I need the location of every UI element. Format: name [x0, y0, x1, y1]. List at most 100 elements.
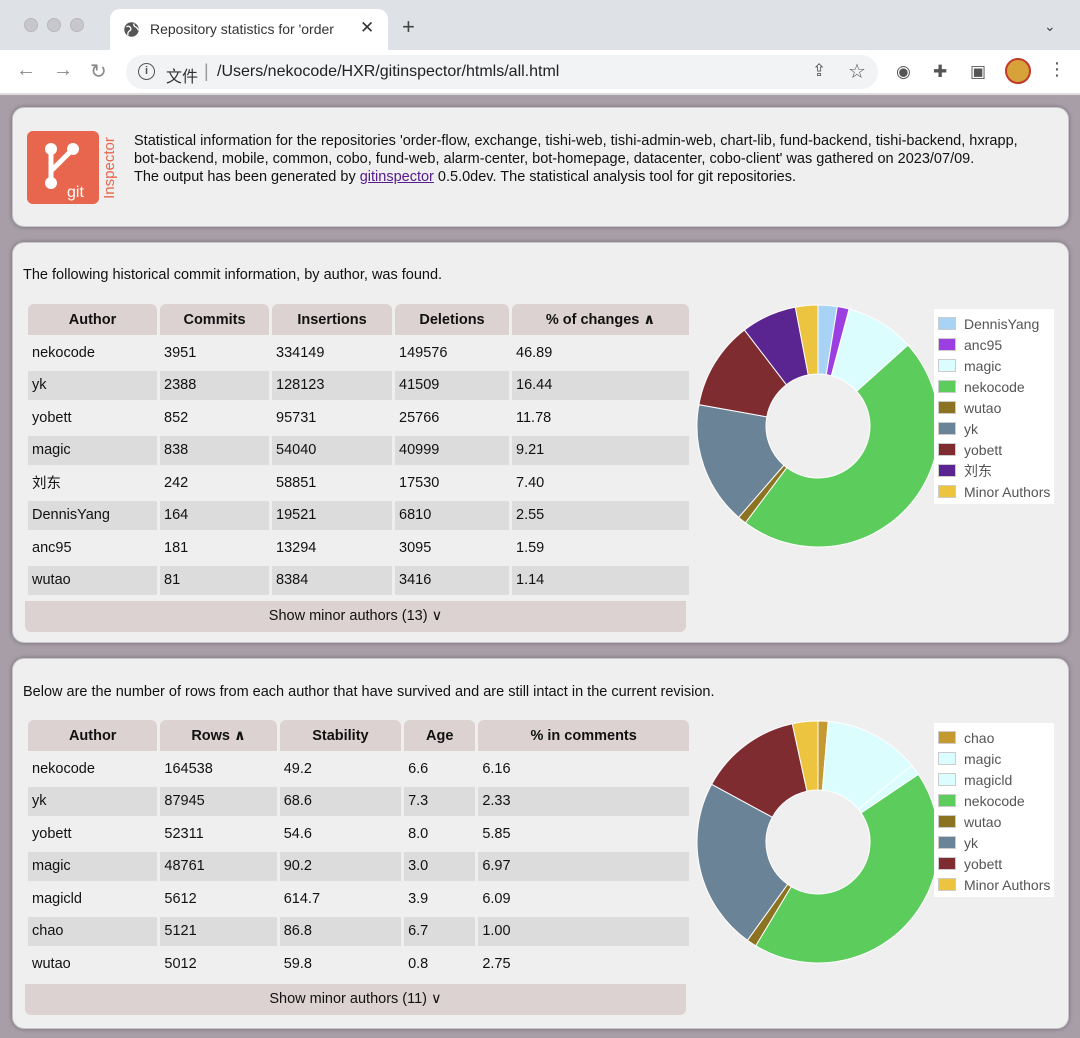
cell-stability: 68.6 — [279, 786, 402, 816]
window-minimize-button[interactable] — [47, 18, 61, 32]
cell-comments: 2.33 — [478, 786, 689, 816]
legend-label: magic — [964, 750, 1002, 767]
legend-swatch — [938, 359, 956, 372]
cell-changes: 11.78 — [512, 403, 689, 433]
menu-icon[interactable]: ⋮ — [1048, 59, 1066, 79]
column-header-author[interactable]: Author — [28, 720, 158, 751]
pie-slice-Minor Authors[interactable] — [791, 720, 819, 792]
omnibox-separator: | — [204, 61, 209, 81]
cell-author: anc95 — [28, 533, 157, 563]
column-header-changes[interactable]: % of changes ∧ — [512, 304, 689, 335]
commits-table: Author Commits Insertions Deletions % of… — [25, 301, 692, 598]
legend-label: magicld — [964, 771, 1013, 788]
extensions-icon[interactable]: ✚ — [933, 62, 948, 81]
column-header-stability[interactable]: Stability — [279, 720, 402, 751]
table-row: wutao 5012 59.8 0.8 2.75 — [28, 949, 689, 979]
column-header-insertions[interactable]: Insertions — [272, 304, 392, 335]
cell-commits: 164 — [160, 500, 269, 530]
cell-rows: 5012 — [160, 949, 277, 979]
column-header-comments[interactable]: % in comments — [478, 720, 689, 751]
url-text[interactable]: /Users/nekocode/HXR/gitinspector/htmls/a… — [217, 63, 560, 80]
cell-changes: 46.89 — [512, 338, 689, 368]
cell-age: 3.0 — [404, 851, 476, 881]
cell-author: DennisYang — [28, 500, 157, 530]
chevron-down-icon[interactable]: ⌄ — [1044, 18, 1056, 34]
table-row: wutao 81 8384 3416 1.14 — [28, 565, 689, 595]
legend-swatch — [938, 731, 956, 744]
cell-changes: 16.44 — [512, 370, 689, 400]
column-header-commits[interactable]: Commits — [160, 304, 269, 335]
legend-label: anc95 — [964, 336, 1003, 353]
close-icon[interactable]: ✕ — [360, 18, 375, 37]
reload-icon[interactable]: ↻ — [90, 61, 107, 83]
password-manager-icon[interactable]: ◉ — [896, 62, 911, 81]
legend-label: chao — [964, 729, 995, 746]
back-arrow-icon[interactable]: ← — [16, 59, 36, 81]
column-header-rows[interactable]: Rows ∧ — [160, 720, 277, 751]
side-panel-icon[interactable]: ▣ — [970, 62, 987, 81]
cell-comments: 2.75 — [478, 949, 689, 979]
new-tab-icon[interactable]: + — [402, 14, 415, 39]
table-row: nekocode 3951 334149 149576 46.89 — [28, 338, 689, 368]
logo-side-text: Inspector — [101, 137, 118, 199]
commits-pie-chart — [696, 304, 940, 548]
info-icon[interactable]: i — [138, 63, 155, 80]
legend-swatch — [938, 794, 956, 807]
cell-commits: 242 — [160, 468, 269, 498]
cell-insertions: 95731 — [272, 403, 392, 433]
legend-item: magic — [938, 748, 1050, 769]
cell-insertions: 8384 — [272, 565, 392, 595]
star-icon[interactable]: ☆ — [848, 61, 866, 83]
cell-age: 7.3 — [404, 786, 476, 816]
table-row: yobett 852 95731 25766 11.78 — [28, 403, 689, 433]
column-header-deletions[interactable]: Deletions — [395, 304, 509, 335]
page-content: git Inspector Statistical information fo… — [0, 95, 1080, 1038]
window-zoom-button[interactable] — [70, 18, 84, 32]
table-row: yk 2388 128123 41509 16.44 — [28, 370, 689, 400]
legend-item: magic — [938, 355, 1050, 376]
legend-item: magicld — [938, 769, 1050, 790]
pie-slice-yk[interactable] — [696, 783, 789, 941]
table-row: chao 5121 86.8 6.7 1.00 — [28, 916, 689, 946]
legend-label: wutao — [964, 399, 1002, 416]
gitinspector-link[interactable]: gitinspector — [359, 169, 434, 185]
cell-deletions: 149576 — [395, 338, 509, 368]
forward-arrow-icon[interactable]: → — [53, 59, 73, 81]
column-header-author[interactable]: Author — [28, 304, 157, 335]
legend-swatch — [938, 815, 956, 828]
intro-line: Statistical information for the reposito… — [134, 133, 1018, 167]
browser-toolbar: ← → ↻ i 文件 | /Users/nekocode/HXR/gitinsp… — [0, 50, 1080, 94]
legend-swatch — [938, 857, 956, 870]
cell-author: nekocode — [28, 338, 157, 368]
legend-item: wutao — [938, 811, 1050, 832]
legend-item: Minor Authors — [938, 481, 1050, 502]
browser-tab[interactable]: Repository statistics for 'order ✕ — [110, 9, 388, 50]
cell-commits: 81 — [160, 565, 269, 595]
share-icon[interactable]: ⇪ — [812, 61, 827, 80]
show-minor-authors-button[interactable]: Show minor authors (13) ∨ — [25, 601, 686, 632]
cell-comments: 6.09 — [478, 884, 689, 914]
tab-title: Repository statistics for 'order — [150, 21, 334, 37]
avatar[interactable] — [1005, 58, 1031, 84]
cell-changes: 7.40 — [512, 468, 689, 498]
show-minor-authors-button[interactable]: Show minor authors (11) ∨ — [25, 984, 686, 1015]
cell-author: wutao — [28, 565, 157, 595]
pie-slice-yk[interactable] — [696, 404, 785, 519]
legend-swatch — [938, 422, 956, 435]
legend-label: nekocode — [964, 378, 1025, 395]
cell-deletions: 3095 — [395, 533, 509, 563]
legend-label: wutao — [964, 813, 1002, 830]
logo-text: git — [67, 184, 84, 201]
cell-insertions: 54040 — [272, 435, 392, 465]
cell-insertions: 334149 — [272, 338, 392, 368]
column-header-age[interactable]: Age — [404, 720, 476, 751]
cell-stability: 90.2 — [279, 851, 402, 881]
legend-item: yk — [938, 832, 1050, 853]
cell-comments: 6.97 — [478, 851, 689, 881]
cell-stability: 49.2 — [279, 754, 402, 784]
window-close-button[interactable] — [24, 18, 38, 32]
blame-box: Below are the number of rows from each a… — [12, 658, 1069, 1029]
cell-commits: 838 — [160, 435, 269, 465]
address-bar[interactable]: i 文件 | /Users/nekocode/HXR/gitinspector/… — [126, 55, 878, 89]
pie-slice-Minor Authors[interactable] — [794, 304, 819, 376]
